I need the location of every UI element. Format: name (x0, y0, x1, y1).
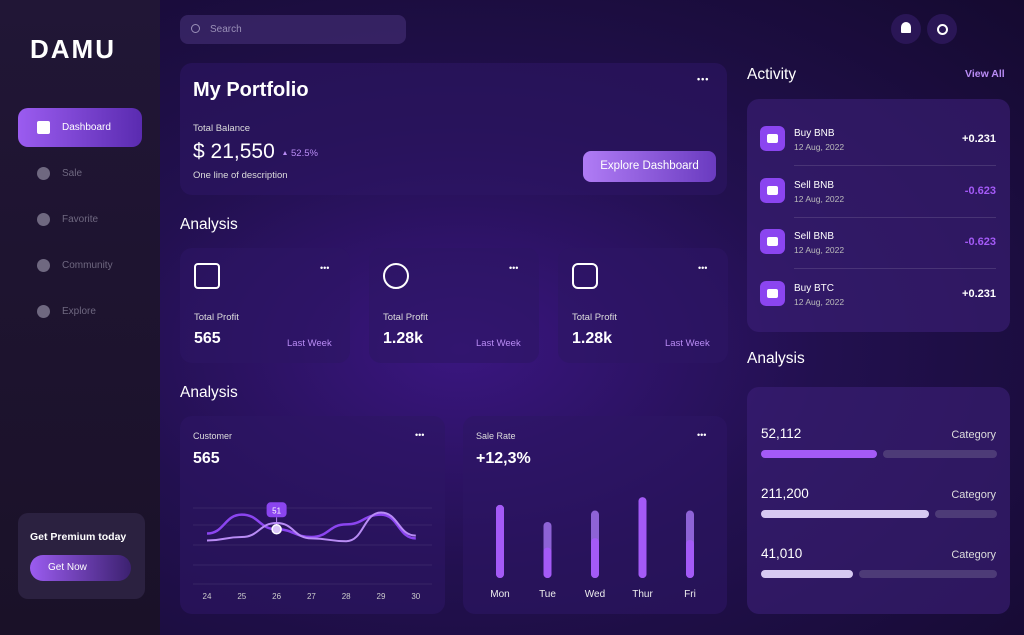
last-week-link[interactable]: Last Week (287, 338, 332, 349)
nav-icon (37, 305, 50, 318)
progress-track (934, 510, 997, 518)
nav-icon (37, 167, 50, 180)
bell-icon (901, 22, 911, 33)
activity-date: 12 Aug, 2022 (794, 193, 845, 204)
section-title: Analysis (180, 384, 238, 401)
search-icon (191, 24, 200, 33)
premium-title: Get Premium today (30, 531, 127, 543)
more-icon[interactable]: ••• (697, 430, 707, 440)
activity-name: Buy BNB (794, 128, 835, 139)
profit-value: 1.28k (383, 330, 424, 347)
balance-change: 52.5% (291, 148, 318, 159)
divider (794, 216, 996, 218)
profit-label: Total Profit (572, 312, 617, 323)
more-icon[interactable]: ••• (415, 430, 425, 440)
nav-icon (37, 259, 50, 272)
nav-item[interactable]: Favorite (62, 214, 99, 225)
activity-amount: -0.623 (964, 236, 996, 248)
activity-title: Activity (747, 66, 797, 83)
activity-icon-glyph (767, 237, 778, 246)
category-label: Category (951, 549, 996, 561)
activity-name: Sell BNB (794, 231, 835, 242)
profit-value: 1.28k (572, 330, 613, 347)
last-week-link[interactable]: Last Week (476, 338, 521, 349)
progress-track (882, 450, 997, 458)
more-icon[interactable]: ••• (697, 74, 710, 84)
view-all-link[interactable]: View All (965, 68, 1005, 80)
nav-icon (37, 121, 50, 134)
brand-logo: DAMU (30, 34, 116, 64)
activity-name: Sell BNB (794, 179, 835, 191)
nav-item[interactable]: Explore (62, 306, 96, 317)
section-title: Analysis (747, 350, 805, 367)
progress-fill (761, 450, 877, 458)
category-value: 41,010 (761, 546, 803, 561)
category-value: 52,112 (761, 426, 802, 441)
divider (794, 268, 996, 269)
customer-value: 565 (193, 450, 220, 467)
last-week-link[interactable]: Last Week (665, 338, 710, 349)
search-placeholder[interactable]: Search (210, 24, 242, 35)
activity-card (747, 99, 1010, 332)
portfolio-description: One line of description (193, 170, 288, 181)
balance-change-arrow (283, 151, 287, 155)
nav-icon (37, 213, 50, 226)
activity-date: 12 Aug, 2022 (794, 245, 845, 255)
profit-label: Total Profit (383, 312, 428, 323)
profit-value: 565 (194, 330, 221, 347)
profit-card (558, 248, 728, 363)
activity-icon-glyph (767, 134, 778, 143)
progress-fill (761, 510, 929, 518)
section-title: Analysis (180, 216, 238, 233)
nav-item[interactable]: Dashboard (62, 122, 111, 133)
card-icon (383, 263, 409, 289)
more-icon[interactable]: ••• (509, 263, 519, 273)
activity-amount: +0.231 (962, 133, 996, 145)
card-icon (194, 263, 220, 289)
more-icon[interactable]: ••• (320, 263, 330, 273)
sale-card (463, 416, 727, 614)
premium-button[interactable]: Get Now (30, 555, 131, 581)
balance-value: $ 21,550 (193, 140, 275, 163)
balance-label: Total Balance (193, 123, 251, 134)
activity-amount: +0.231 (962, 287, 996, 300)
customer-label: Customer (193, 431, 233, 441)
nav-item[interactable]: Community (62, 260, 113, 271)
card-icon (572, 263, 598, 289)
explore-button[interactable]: Explore Dashboard (583, 151, 716, 182)
activity-icon-glyph (767, 185, 778, 195)
activity-date: 12 Aug, 2022 (794, 296, 845, 307)
activity-amount: -0.623 (964, 184, 996, 197)
search-box (180, 15, 406, 44)
activity-name: Buy BTC (794, 282, 835, 294)
divider (794, 165, 996, 166)
sale-value: +12,3% (476, 450, 531, 467)
activity-icon-glyph (767, 288, 778, 298)
profit-card (180, 248, 350, 363)
nav-item[interactable]: Sale (62, 168, 83, 179)
activity-date: 12 Aug, 2022 (794, 142, 845, 152)
progress-track (859, 570, 997, 578)
settings-icon (937, 24, 948, 35)
profit-label: Total Profit (194, 312, 239, 323)
customer-card (180, 416, 445, 614)
more-icon[interactable]: ••• (698, 263, 708, 273)
sale-label: Sale Rate (476, 431, 516, 441)
category-label: Category (951, 489, 996, 501)
portfolio-title: My Portfolio (193, 79, 309, 101)
progress-fill (761, 570, 854, 578)
category-label: Category (951, 429, 996, 441)
category-value: 211,200 (761, 486, 809, 501)
